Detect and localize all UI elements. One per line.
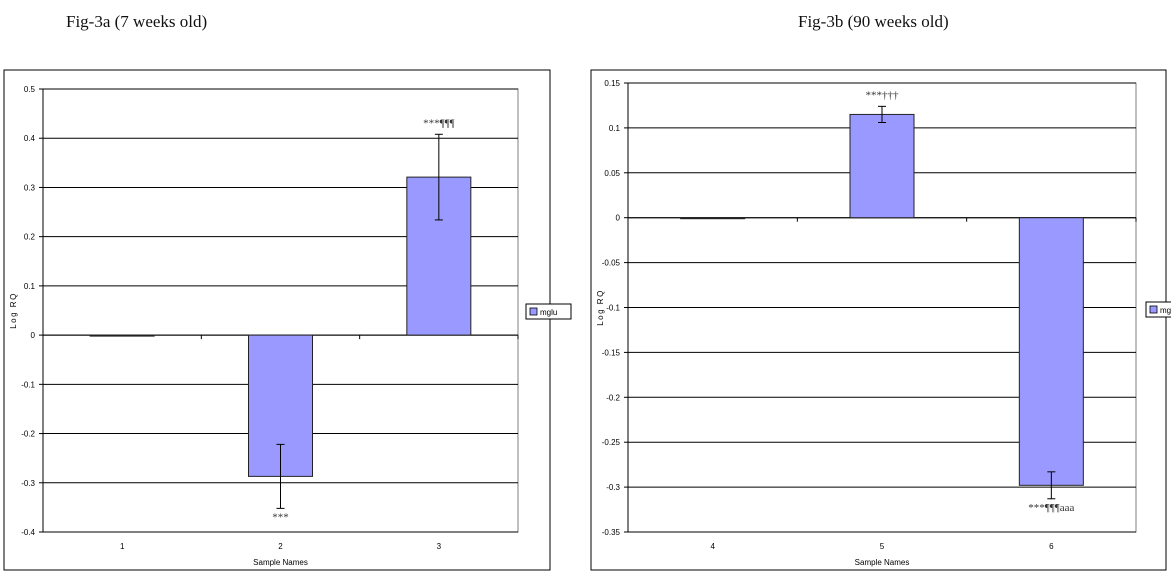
x-tick-label: 1 <box>120 542 125 551</box>
y-axis-title: Log RQ <box>9 292 18 329</box>
significance-label: *** <box>272 511 289 523</box>
x-axis-title: Sample Names <box>855 558 910 567</box>
y-tick-label: 0.1 <box>24 282 36 291</box>
y-tick-label: -0.25 <box>602 438 621 447</box>
significance-label: ***††† <box>866 89 900 101</box>
legend-swatch <box>529 307 538 316</box>
y-tick-label: -0.1 <box>21 380 35 389</box>
figure-caption-3a: Fig-3a (7 weeks old) <box>66 12 208 31</box>
y-tick-label: -0.3 <box>21 479 35 488</box>
y-tick-label: 0.05 <box>604 169 620 178</box>
legend-label: mglu <box>540 308 557 317</box>
y-tick-label: -0.05 <box>602 259 621 268</box>
legend-swatch <box>1149 305 1158 314</box>
legend: mglu <box>1145 301 1171 318</box>
y-axis-title: Log RQ <box>596 289 605 326</box>
bar-6 <box>1018 217 1084 486</box>
y-tick-label: 0 <box>616 214 621 223</box>
y-tick-label: -0.15 <box>602 348 621 357</box>
y-tick-label: -0.2 <box>21 430 35 439</box>
y-tick-label: 0 <box>31 331 36 340</box>
legend: mglu <box>525 303 572 320</box>
y-tick-label: -0.1 <box>606 304 620 313</box>
significance-label: ***¶¶¶ <box>423 117 454 129</box>
y-tick-label: 0.1 <box>609 124 621 133</box>
x-tick-label: 4 <box>710 542 715 551</box>
significance-label: ***¶¶¶aaa <box>1028 502 1074 514</box>
bar-1 <box>89 334 155 337</box>
x-tick-label: 6 <box>1049 542 1054 551</box>
legend-label: mglu <box>1160 306 1171 315</box>
x-tick-label: 5 <box>880 542 885 551</box>
figure-caption-3b: Fig-3b (90 weeks old) <box>798 12 949 31</box>
y-tick-label: 0.4 <box>24 134 36 143</box>
y-tick-label: -0.3 <box>606 483 620 492</box>
bar-5 <box>849 113 915 219</box>
y-tick-label: -0.35 <box>602 528 621 537</box>
x-tick-label: 3 <box>437 542 442 551</box>
y-tick-label: 0.5 <box>24 85 36 94</box>
y-tick-label: -0.2 <box>606 393 620 402</box>
x-axis-title: Sample Names <box>253 558 308 567</box>
bar-4 <box>680 217 746 220</box>
y-tick-label: 0.15 <box>604 79 620 88</box>
x-tick-label: 2 <box>278 542 283 551</box>
y-tick-label: 0.2 <box>24 233 36 242</box>
y-tick-label: -0.4 <box>21 528 35 537</box>
y-tick-label: 0.3 <box>24 183 36 192</box>
